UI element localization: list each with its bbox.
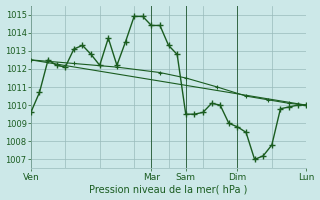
X-axis label: Pression niveau de la mer( hPa ): Pression niveau de la mer( hPa ) bbox=[89, 184, 248, 194]
